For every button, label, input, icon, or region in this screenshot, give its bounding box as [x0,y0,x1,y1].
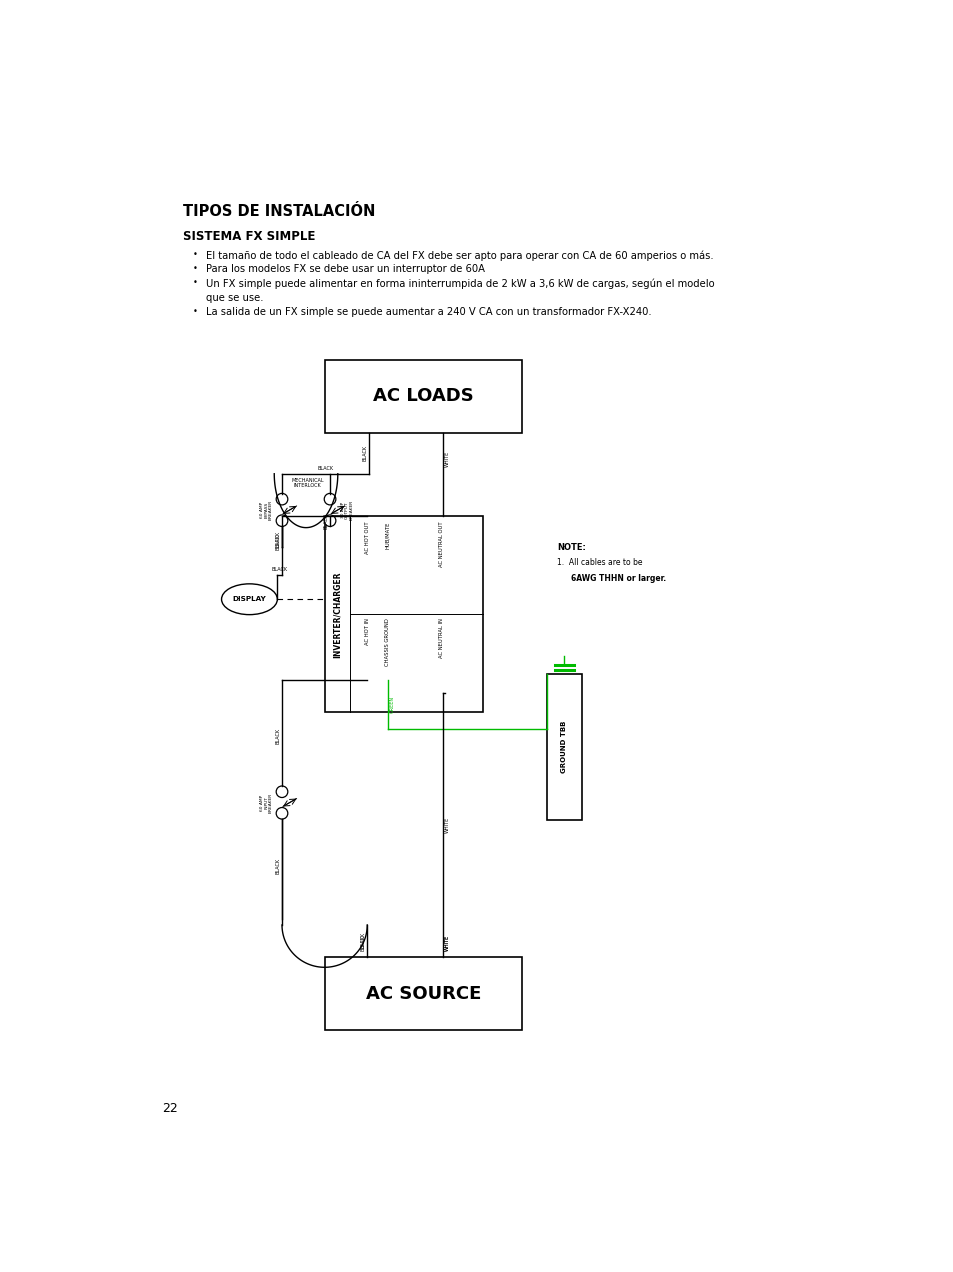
Text: WHITE: WHITE [444,935,449,951]
Text: INVERTER/CHARGER: INVERTER/CHARGER [333,571,341,658]
Text: 1.  All cables are to be: 1. All cables are to be [557,558,642,567]
Text: •: • [193,265,197,273]
Text: •: • [193,307,197,315]
Text: NOTE:: NOTE: [557,543,585,552]
Text: 22: 22 [162,1102,177,1116]
Text: 30 AMP
OUTPUT
BREAKER: 30 AMP OUTPUT BREAKER [340,500,354,520]
Text: BLACK: BLACK [360,935,366,951]
Text: Un FX simple puede alimentar en forma ininterrumpida de 2 kW a 3,6 kW de cargas,: Un FX simple puede alimentar en forma in… [206,279,714,289]
Text: GREEN: GREEN [389,696,395,714]
Text: AC NEUTRAL OUT: AC NEUTRAL OUT [439,522,444,567]
Text: BLACK: BLACK [323,513,329,529]
Text: BLACK: BLACK [275,728,280,744]
FancyBboxPatch shape [546,674,581,820]
Text: 6AWG THHN or larger.: 6AWG THHN or larger. [571,574,665,583]
Text: BLACK: BLACK [360,932,366,948]
Text: BLACK: BLACK [317,467,334,472]
FancyBboxPatch shape [324,360,521,432]
Text: •: • [193,251,197,259]
Text: AC HOT OUT: AC HOT OUT [365,522,370,555]
Text: WHITE: WHITE [444,452,449,467]
Text: 60 AMP
BYPASS
BREAKER: 60 AMP BYPASS BREAKER [259,500,273,520]
FancyBboxPatch shape [324,958,521,1030]
Text: que se use.: que se use. [206,293,263,303]
Text: DISPLAY: DISPLAY [233,597,266,602]
Text: 60 AMP
INPUT
BREAKER: 60 AMP INPUT BREAKER [259,792,273,813]
Text: TIPOS DE INSTALACIÓN: TIPOS DE INSTALACIÓN [183,205,375,219]
Text: WHITE: WHITE [444,817,449,833]
Text: AC SOURCE: AC SOURCE [365,985,480,1002]
Text: BLACK: BLACK [362,445,367,462]
Circle shape [324,515,335,527]
Text: AC HOT IN: AC HOT IN [365,618,370,645]
Text: MECHANICAL
INTERLOCK: MECHANICAL INTERLOCK [291,477,324,488]
Text: BLACK: BLACK [275,859,280,874]
Text: BLACK: BLACK [272,567,288,572]
Text: El tamaño de todo el cableado de CA del FX debe ser apto para operar con CA de 6: El tamaño de todo el cableado de CA del … [206,251,713,261]
Text: SISTEMA FX SIMPLE: SISTEMA FX SIMPLE [183,230,314,243]
Text: WHITE: WHITE [444,935,449,951]
Ellipse shape [221,584,277,614]
Text: CHASSIS GROUND: CHASSIS GROUND [385,618,390,665]
Text: AC NEUTRAL IN: AC NEUTRAL IN [439,618,444,658]
Text: •: • [193,279,197,287]
Text: BLACK: BLACK [275,533,280,550]
Text: Para los modelos FX se debe usar un interruptor de 60A: Para los modelos FX se debe usar un inte… [206,265,484,275]
FancyBboxPatch shape [324,516,483,712]
Text: AC LOADS: AC LOADS [373,388,474,406]
Circle shape [324,494,335,505]
Circle shape [276,786,288,798]
Text: GROUND TBB: GROUND TBB [561,721,567,773]
Text: HUB/MATE: HUB/MATE [385,522,390,548]
Text: BLACK: BLACK [275,532,280,547]
Circle shape [276,494,288,505]
Circle shape [276,808,288,819]
Circle shape [276,515,288,527]
Text: La salida de un FX simple se puede aumentar a 240 V CA con un transformador FX-X: La salida de un FX simple se puede aumen… [206,307,651,317]
